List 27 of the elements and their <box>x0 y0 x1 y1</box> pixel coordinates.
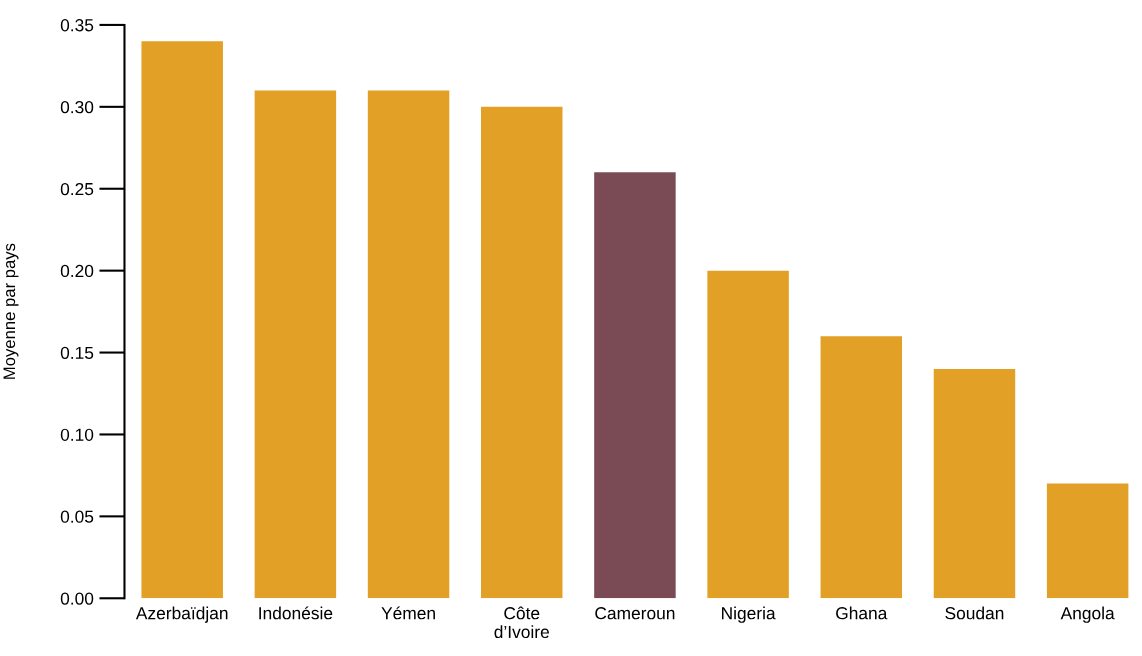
bar <box>1046 483 1129 599</box>
y-tick-label: 0.30 <box>60 101 94 114</box>
bar <box>141 41 223 599</box>
bar <box>481 106 563 599</box>
y-tick-label: 0.00 <box>60 592 94 605</box>
bar <box>707 270 789 599</box>
bar <box>254 90 337 599</box>
y-tick-label: 0.35 <box>60 19 94 32</box>
y-tick-label: 0.10 <box>60 428 94 441</box>
x-tick-label: Côte d’Ivoire <box>494 606 549 639</box>
bar <box>820 336 903 599</box>
bar <box>933 368 1016 599</box>
x-tick-label: Azerbaïdjan <box>135 606 228 623</box>
x-tick-label: Soudan <box>945 606 1004 620</box>
y-axis-title: Moyenne par pays <box>3 243 19 379</box>
bar <box>367 90 450 599</box>
x-tick-label: Angola <box>1060 606 1115 623</box>
y-tick-label: 0.05 <box>60 510 94 523</box>
x-tick-label: Cameroun <box>595 607 675 620</box>
bar <box>594 172 676 599</box>
y-tick-label: 0.20 <box>60 264 94 278</box>
x-tick-label: Yémen <box>381 606 435 620</box>
x-tick-label: Ghana <box>836 606 888 620</box>
y-tick-label: 0.25 <box>60 182 94 196</box>
x-tick-label: Nigeria <box>722 606 776 623</box>
x-tick-label: Indonésie <box>259 606 333 620</box>
y-tick-label: 0.15 <box>60 346 94 360</box>
